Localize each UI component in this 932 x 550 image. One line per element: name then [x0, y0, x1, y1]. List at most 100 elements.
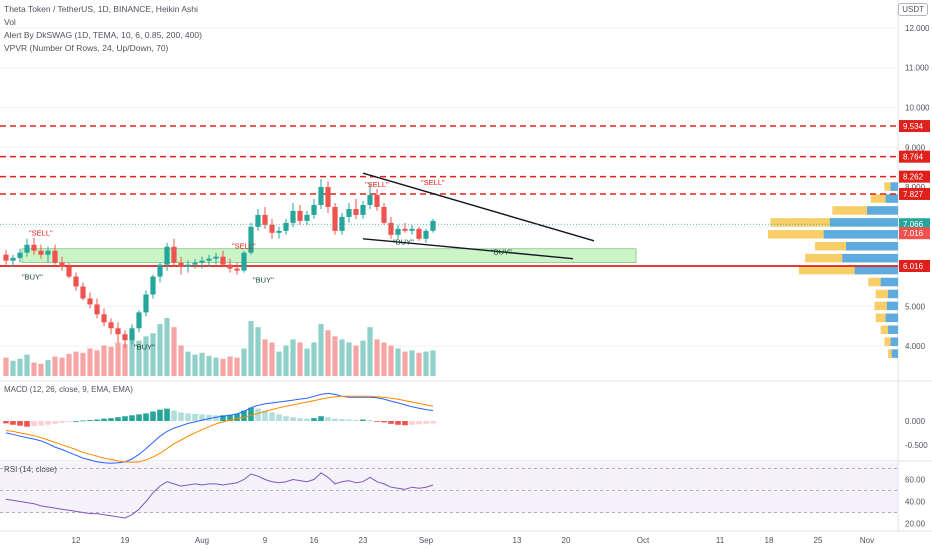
volume-bar	[185, 351, 191, 376]
candle-body	[143, 294, 149, 313]
macd-histogram-bar	[311, 418, 317, 421]
candle-body	[101, 314, 107, 323]
rsi-line	[5, 472, 434, 519]
volume-bar	[255, 327, 261, 376]
volume-bar	[248, 321, 254, 376]
volume-bar	[129, 339, 135, 376]
price-level-tag	[899, 187, 930, 200]
price-tick-label: 8.000	[905, 183, 926, 192]
volume-label: Vol	[4, 17, 16, 27]
macd-histogram-bar	[115, 417, 121, 421]
currency-badge[interactable]: USDT	[898, 3, 928, 16]
time-tick-label: 23	[359, 536, 368, 545]
volume-bar	[367, 327, 373, 376]
candle-body	[38, 250, 44, 255]
macd-histogram-bar	[416, 421, 422, 425]
candle-body	[10, 257, 16, 261]
volume-bar	[346, 342, 352, 376]
volume-bar	[143, 336, 149, 376]
volume-bar	[150, 333, 156, 376]
macd-histogram-bar	[171, 410, 177, 421]
candle-body	[262, 214, 268, 225]
volume-bar	[318, 324, 324, 376]
macd-histogram-bar	[374, 421, 380, 422]
candle-body	[304, 214, 310, 221]
macd-histogram-bar	[360, 419, 366, 421]
macd-tick-label: 0.000	[905, 417, 926, 426]
vpvr-up-bar	[888, 325, 898, 335]
macd-histogram-bar	[52, 421, 58, 424]
candle-body	[297, 210, 303, 221]
price-tick-label: 12.000	[905, 24, 930, 33]
macd-histogram-bar	[381, 421, 387, 423]
buy-signal-label: "BUY"	[134, 342, 155, 351]
macd-histogram-bar	[325, 417, 331, 421]
vpvr-down-bar	[875, 289, 898, 299]
macd-histogram-bar	[164, 408, 170, 421]
candle-body	[192, 262, 198, 265]
macd-histogram-bar	[409, 421, 415, 425]
price-level-tag	[899, 259, 930, 272]
volume-bar	[52, 356, 58, 376]
volume-bar	[388, 345, 394, 376]
vpvr-up-bar	[846, 241, 898, 251]
macd-histogram-bar	[206, 414, 212, 421]
volume-bar	[3, 357, 9, 376]
time-tick-label: 18	[765, 536, 774, 545]
time-tick-label: Aug	[195, 536, 209, 545]
volume-bar	[157, 324, 163, 376]
candle-body	[360, 204, 366, 215]
vpvr-down-bar	[870, 194, 898, 203]
vpvr-down-bar	[798, 265, 898, 275]
volume-bar	[164, 318, 170, 376]
candle-body	[178, 262, 184, 267]
volume-bar	[290, 339, 296, 376]
macd-histogram-bar	[178, 412, 184, 421]
candle-body	[234, 268, 240, 271]
macd-histogram-bar	[59, 421, 65, 423]
vpvr-up-bar	[854, 265, 898, 275]
volume-bar	[283, 345, 289, 376]
volume-bar	[276, 351, 282, 376]
time-tick-label: 16	[310, 536, 319, 545]
volume-bar	[241, 348, 247, 376]
macd-histogram-bar	[80, 420, 86, 422]
candle-body	[367, 195, 373, 205]
candle-body	[220, 256, 226, 265]
candle-body	[59, 262, 65, 267]
sell-signal-label: "SELL"	[365, 180, 389, 189]
candle-body	[248, 226, 254, 253]
macd-histogram-bar	[17, 421, 23, 426]
volume-bar	[381, 342, 387, 376]
candle-body	[24, 244, 30, 253]
candle-body	[129, 328, 135, 341]
price-level-tag	[899, 170, 930, 183]
rsi-tick-label: 60.00	[905, 476, 926, 485]
candle-body	[66, 266, 72, 277]
macd-histogram-bar	[87, 420, 93, 421]
time-tick-label: Nov	[860, 536, 874, 545]
macd-histogram-bar	[199, 414, 205, 421]
candle-body	[213, 256, 219, 259]
price-tick-label: 9.000	[905, 143, 926, 152]
vpvr-up-bar	[867, 206, 898, 215]
macd-histogram-bar	[395, 421, 401, 425]
candle-body	[17, 252, 23, 258]
vpvr-down-bar	[874, 301, 898, 311]
vpvr-up-bar	[823, 230, 898, 239]
candle-body	[353, 208, 359, 215]
macd-histogram-bar	[332, 418, 338, 421]
macd-histogram-bar	[150, 411, 156, 421]
vpvr-up-bar	[891, 349, 898, 358]
macd-histogram-bar	[234, 413, 240, 421]
volume-bar	[66, 354, 72, 376]
macd-histogram-bar	[227, 414, 233, 421]
macd-histogram-bar	[346, 419, 352, 421]
triangle-lower-trendline	[362, 238, 574, 260]
candle-body	[80, 286, 86, 299]
macd-histogram-bar	[430, 421, 436, 424]
vpvr-up-bar	[890, 337, 898, 346]
rsi-tick-label: 40.00	[905, 498, 926, 507]
sell-signal-label: "SELL"	[232, 242, 256, 251]
